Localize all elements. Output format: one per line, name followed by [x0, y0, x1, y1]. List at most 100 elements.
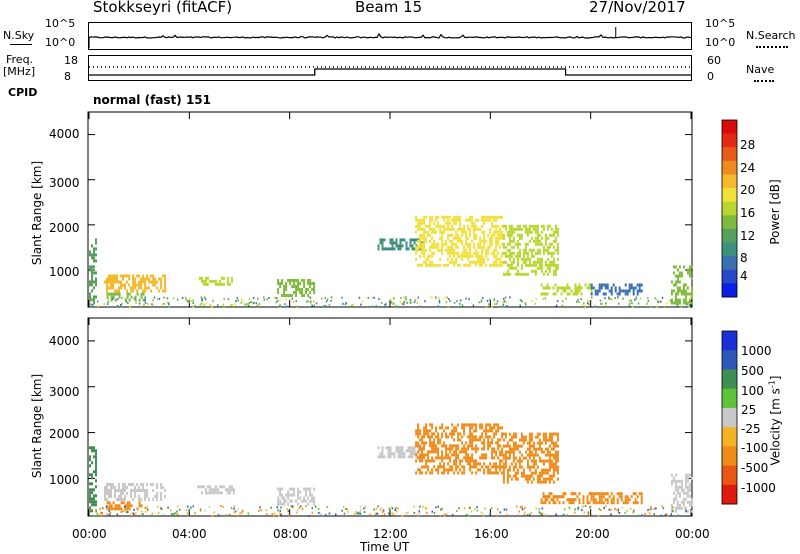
velocity-echo-patch — [590, 492, 643, 505]
power-cb-tick-8: 8 — [740, 251, 748, 265]
cpid-label: CPID — [8, 86, 38, 99]
power-ytick-1000: 1000 — [49, 265, 80, 279]
nsky-tick-bottom: 10^0 — [45, 36, 76, 49]
nsky-legend-line — [10, 44, 32, 45]
power-colorbar-segment — [722, 283, 737, 298]
nave-tick-top: 60 — [707, 54, 721, 67]
nave-legend-line — [754, 80, 774, 82]
velocity-colorbar-segment — [722, 465, 737, 486]
power-colorbar-segment — [722, 133, 737, 148]
power-colorbar-segment — [722, 269, 737, 284]
nsearch-legend-line — [756, 46, 788, 48]
xaxis-label: Time UT — [360, 540, 410, 554]
power-echo-patch — [277, 279, 316, 297]
velocity-cb-label-end: ] — [768, 375, 783, 381]
velocity-cb-label-main: Velocity [m s — [768, 388, 783, 466]
xtick-2000: 20:00 — [575, 527, 610, 541]
velocity-echo-patch — [106, 501, 143, 511]
freq-trace — [89, 68, 691, 76]
nave-label: Nave — [746, 63, 775, 76]
velocity-frame — [87, 317, 693, 517]
xtick-1200: 12:00 — [373, 527, 408, 541]
velocity-colorbar-segment — [722, 388, 737, 409]
power-colorbar-segment — [722, 174, 737, 189]
velocity-colorbar-segment — [722, 427, 737, 447]
power-echo-patch — [89, 238, 97, 305]
velocity-cb-label: Velocity [m s-1] — [768, 366, 783, 476]
power-echo-patch — [415, 215, 504, 267]
velocity-echo-patch — [277, 487, 316, 506]
date-label: 27/Nov/2017 — [589, 0, 686, 16]
nsky-panel — [88, 22, 692, 50]
power-echo-patch — [104, 274, 167, 293]
freq-label: Freq. — [6, 53, 34, 66]
power-colorbar-segment — [722, 201, 737, 216]
power-cb-tick-24: 24 — [740, 161, 756, 175]
freq-unit: [MHz] — [3, 65, 36, 78]
nsearch-label: N.Search — [746, 29, 796, 42]
xtick-2400: 00:00 — [675, 527, 710, 541]
velocity-colorbar-segment — [722, 350, 737, 370]
freq-tick-top: 18 — [64, 54, 78, 67]
velocity-ylabel: Slant Range [km] — [30, 373, 44, 479]
power-ylabel: Slant Range [km] — [30, 160, 44, 266]
power-echo-patch — [198, 276, 233, 286]
power-echo-patch — [590, 283, 643, 296]
power-echo-patch — [540, 283, 593, 296]
power-colorbar-frame — [721, 119, 738, 298]
velocity-echo-patch — [196, 485, 235, 495]
velocity-cb-label-sup: -1 — [767, 380, 777, 389]
velocity-echo-patch — [89, 446, 97, 513]
velocity-cb-tick-100: 100 — [741, 384, 764, 398]
freq-tick-bottom: 8 — [64, 70, 71, 83]
power-scatter — [90, 296, 691, 309]
power-colorbar-segment — [722, 242, 737, 257]
velocity-echo-patch — [540, 492, 593, 505]
power-colorbar-segment — [722, 147, 737, 162]
power-frame — [87, 111, 693, 308]
velocity-colorbar-frame — [721, 330, 738, 505]
power-ytick-4000: 4000 — [49, 127, 80, 141]
velocity-scatter — [89, 505, 687, 517]
power-colorbar-segment — [722, 228, 737, 243]
velocity-cb-tick-m25: -25 — [741, 422, 761, 436]
power-colorbar-segment — [722, 188, 737, 203]
cpid-value: normal (fast) 151 — [93, 93, 211, 107]
power-cb-tick-16: 16 — [740, 206, 756, 220]
xtick-0000: 00:00 — [72, 527, 107, 541]
power-cb-tick-12: 12 — [740, 229, 756, 243]
nsearch-tick-top: 10^5 — [705, 17, 736, 30]
power-ytick-3000: 3000 — [49, 176, 80, 190]
nsearch-tick-bottom: 10^0 — [705, 36, 736, 49]
power-colorbar-segment — [722, 215, 737, 230]
beam-label: Beam 15 — [355, 0, 423, 16]
station-title: Stokkseyri (fitACF) — [93, 0, 233, 16]
power-cb-label: Power [dB] — [768, 179, 782, 245]
power-colorbar-segment — [722, 120, 737, 135]
nave-tick-bottom: 0 — [707, 70, 714, 83]
xtick-1600: 16:00 — [474, 527, 509, 541]
nsky-label: N.Sky — [3, 29, 35, 42]
power-cb-tick-4: 4 — [740, 269, 748, 283]
velocity-echo-patch — [415, 423, 504, 475]
power-colorbar-segment — [722, 256, 737, 271]
velocity-cb-tick-1000: 1000 — [741, 344, 772, 358]
velocity-cb-tick-25: 25 — [741, 403, 757, 417]
velocity-cb-tick-m100: -100 — [741, 441, 769, 455]
velocity-cb-tick-m1000: -1000 — [741, 481, 776, 495]
power-echo-patch — [670, 265, 693, 305]
power-echo-patch — [106, 292, 145, 302]
velocity-colorbar-segment — [722, 484, 737, 505]
velocity-colorbar-segment — [722, 369, 737, 390]
xtick-0400: 04:00 — [172, 527, 207, 541]
velocity-echo-patch — [670, 473, 693, 513]
velocity-echo-patch — [502, 432, 559, 484]
power-echo-patch — [502, 224, 559, 276]
velocity-colorbar-segment — [722, 407, 737, 428]
velocity-colorbar-segment — [722, 446, 737, 466]
velocity-ytick-2000: 2000 — [49, 427, 80, 441]
power-ytick-2000: 2000 — [49, 221, 80, 235]
power-colorbar-segment — [722, 160, 737, 175]
velocity-cb-tick-m500: -500 — [741, 461, 769, 475]
